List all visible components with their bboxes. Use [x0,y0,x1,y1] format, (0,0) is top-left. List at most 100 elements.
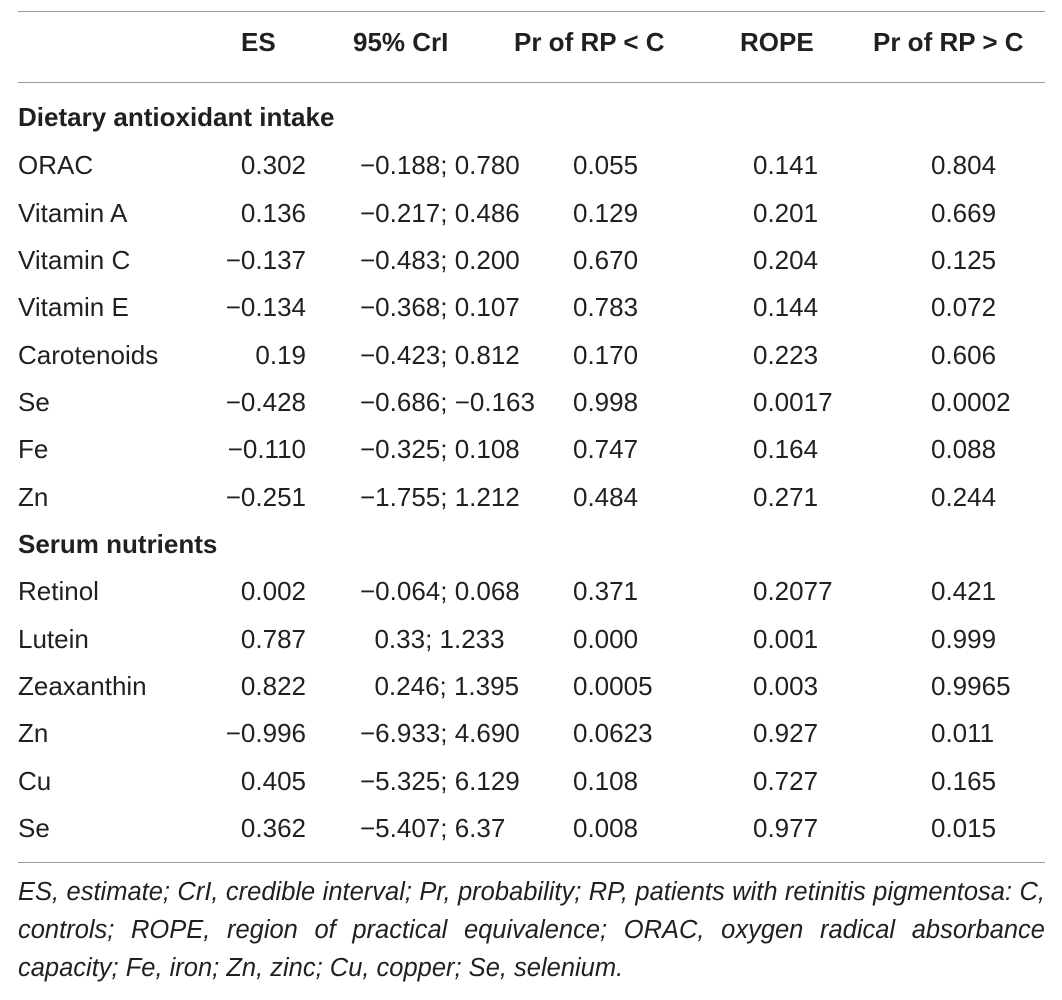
row-rope: 0.977 [753,813,819,843]
row-pr-lt: 0.108 [573,766,639,796]
row-rope: 0.927 [753,718,819,748]
table-row: Vitamin E −0.134 −0.368; 0.107 0.783 0.1… [0,292,1062,339]
row-cri: −5.407; 6.37 [360,813,506,843]
row-cri: −1.755; 1.212 [360,482,520,512]
row-pr-lt: 0.129 [573,198,639,228]
header-cri: 95% CrI [353,27,449,57]
row-name: Fe [18,434,49,464]
row-rope: 0.201 [753,198,819,228]
row-rope: 0.144 [753,292,819,322]
row-rope: 0.271 [753,482,819,512]
row-pr-lt: 0.000 [573,624,639,654]
row-pr-lt: 0.055 [573,150,639,180]
row-name: Retinol [18,576,99,606]
row-rope: 0.141 [753,150,819,180]
row-pr-gt: 0.999 [931,624,997,654]
row-pr-lt: 0.670 [573,245,639,275]
section-title-serum: Serum nutrients [18,529,218,559]
row-es: −0.134 [225,292,306,322]
row-pr-lt: 0.371 [573,576,639,606]
row-rope: 0.204 [753,245,819,275]
header-pr-gt: Pr of RP > C [873,27,1024,57]
row-pr-gt: 0.9965 [931,671,1011,701]
row-rope: 0.003 [753,671,819,701]
header-es: ES [241,27,276,57]
row-pr-lt: 0.0005 [573,671,653,701]
table-row: Se 0.362 −5.407; 6.37 0.008 0.977 0.015 [0,813,1062,860]
row-pr-gt: 0.606 [931,340,997,370]
row-name: Carotenoids [18,340,159,370]
table-row: Zeaxanthin 0.822 0.246; 1.395 0.0005 0.0… [0,671,1062,718]
header-rule [18,82,1045,83]
row-cri: −0.686; −0.163 [360,387,535,417]
row-pr-lt: 0.747 [573,434,639,464]
row-es: 0.405 [240,766,306,796]
row-name: Vitamin E [18,292,129,322]
row-name: Se [18,813,50,843]
row-rope: 0.223 [753,340,819,370]
table-row: Carotenoids 0.19 −0.423; 0.812 0.170 0.2… [0,340,1062,387]
row-pr-gt: 0.088 [931,434,997,464]
row-es: 0.362 [240,813,306,843]
row-pr-gt: 0.0002 [931,387,1011,417]
row-cri: −5.325; 6.129 [360,766,520,796]
top-rule [18,11,1045,12]
row-rope: 0.2077 [753,576,833,606]
row-name: Se [18,387,50,417]
row-pr-lt: 0.170 [573,340,639,370]
row-pr-lt: 0.484 [573,482,639,512]
table-row: Fe −0.110 −0.325; 0.108 0.747 0.164 0.08… [0,434,1062,481]
row-es: −0.137 [225,245,306,275]
row-pr-gt: 0.165 [931,766,997,796]
row-pr-lt: 0.0623 [573,718,653,748]
row-cri: −0.188; 0.780 [360,150,520,180]
row-es: −0.110 [227,434,306,464]
table-row: Se −0.428 −0.686; −0.163 0.998 0.0017 0.… [0,387,1062,434]
row-name: Cu [18,766,52,796]
table-row: Cu 0.405 −5.325; 6.129 0.108 0.727 0.165 [0,766,1062,813]
table-row: Retinol 0.002 −0.064; 0.068 0.371 0.2077… [0,576,1062,623]
row-name: Vitamin C [18,245,131,275]
row-es: 0.822 [240,671,306,701]
row-rope: 0.0017 [753,387,833,417]
row-es: 0.787 [240,624,306,654]
row-pr-lt: 0.998 [573,387,639,417]
table-row: Zn −0.996 −6.933; 4.690 0.0623 0.927 0.0… [0,718,1062,765]
row-pr-gt: 0.421 [931,576,997,606]
row-es: 0.136 [240,198,306,228]
row-cri: −0.064; 0.068 [360,576,520,606]
row-pr-gt: 0.011 [931,718,995,748]
row-cri: −0.217; 0.486 [360,198,520,228]
row-pr-gt: 0.669 [931,198,997,228]
header-rope: ROPE [740,27,814,57]
row-es: −0.251 [225,482,306,512]
row-es: −0.996 [225,718,306,748]
row-es: 0.302 [240,150,306,180]
row-pr-gt: 0.072 [931,292,997,322]
row-name: Vitamin A [18,198,128,228]
row-rope: 0.727 [753,766,819,796]
row-pr-lt: 0.783 [573,292,639,322]
row-name: Zn [18,482,49,512]
row-cri: −0.325; 0.108 [360,434,520,464]
row-pr-gt: 0.804 [931,150,997,180]
row-pr-lt: 0.008 [573,813,639,843]
row-cri: −0.368; 0.107 [360,292,520,322]
row-es: 0.19 [255,340,306,370]
table-row: ORAC 0.302 −0.188; 0.780 0.055 0.141 0.8… [0,150,1062,197]
row-cri: −6.933; 4.690 [360,718,520,748]
table-row: Zn −0.251 −1.755; 1.212 0.484 0.271 0.24… [0,482,1062,529]
row-cri: 0.246; 1.395 [360,671,520,701]
row-name: Lutein [18,624,89,654]
row-name: Zn [18,718,49,748]
section-title-dietary: Dietary antioxidant intake [18,102,335,132]
table-row: Lutein 0.787 0.33; 1.233 0.000 0.001 0.9… [0,624,1062,671]
row-cri: −0.423; 0.812 [360,340,520,370]
table-row: Vitamin A 0.136 −0.217; 0.486 0.129 0.20… [0,198,1062,245]
bottom-rule [18,862,1045,863]
table-footnote: ES, estimate; CrI, credible interval; Pr… [18,878,1045,982]
row-es: −0.428 [225,387,306,417]
row-rope: 0.001 [753,624,819,654]
row-name: ORAC [18,150,94,180]
